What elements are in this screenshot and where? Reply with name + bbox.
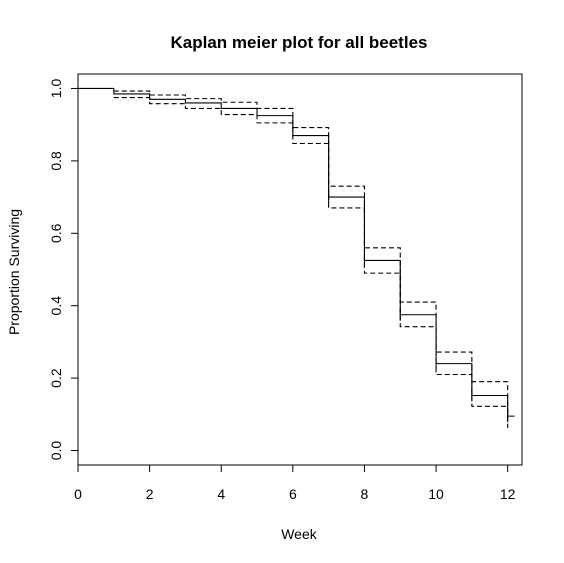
y-tick-label: 0.6 [48, 223, 64, 243]
censor-marks [328, 191, 509, 423]
y-axis: 0.0 0.2 0.4 0.6 0.8 1.0 [48, 79, 79, 461]
x-tick-label: 8 [361, 486, 369, 502]
survival-curves [78, 87, 515, 429]
x-tick-label: 0 [74, 486, 82, 502]
lower-ci-curve [113, 96, 509, 429]
x-axis-label: Week [281, 526, 318, 542]
plot-frame [77, 73, 523, 466]
x-tick-label: 6 [289, 486, 297, 502]
chart-title: Kaplan meier plot for all beetles [171, 33, 428, 52]
y-axis-label: Proportion Surviving [6, 209, 22, 335]
x-tick-label: 10 [428, 486, 444, 502]
y-tick-label: 1.0 [48, 79, 64, 99]
estimate-curve [78, 87, 515, 417]
x-tick-label: 12 [500, 486, 516, 502]
y-tick-label: 0.2 [48, 368, 64, 388]
x-tick-label: 2 [146, 486, 154, 502]
y-tick-label: 0.0 [48, 441, 64, 461]
y-tick-label: 0.4 [48, 296, 64, 316]
upper-ci-curve [113, 90, 509, 408]
x-tick-label: 4 [217, 486, 225, 502]
y-tick-label: 0.8 [48, 151, 64, 171]
x-axis: 0 2 4 6 8 10 12 [74, 464, 516, 502]
